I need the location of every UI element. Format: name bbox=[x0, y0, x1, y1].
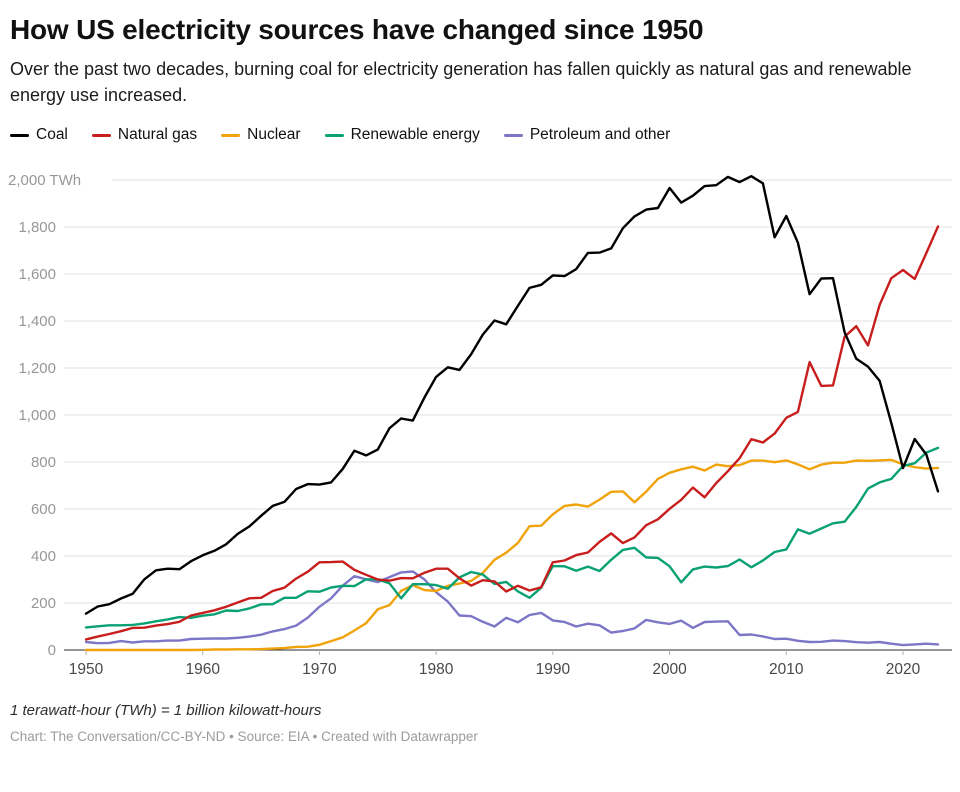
legend-item-renewable-energy: Renewable energy bbox=[324, 126, 480, 144]
y-axis-tick-label: 600 bbox=[31, 501, 56, 518]
legend-label: Renewable energy bbox=[350, 126, 480, 144]
legend-line-swatch-icon bbox=[221, 133, 241, 137]
legend-line-swatch-icon bbox=[10, 133, 29, 137]
y-axis-tick-label: 1,200 bbox=[18, 360, 56, 377]
x-axis-tick-label: 1990 bbox=[536, 661, 571, 678]
legend-label: Petroleum and other bbox=[529, 126, 671, 144]
y-axis-tick-label: 1,000 bbox=[18, 407, 56, 424]
x-axis-tick-label: 1960 bbox=[185, 661, 220, 678]
legend-label: Nuclear bbox=[247, 126, 301, 144]
x-axis-tick-label: 2000 bbox=[652, 661, 687, 678]
series-line-natural-gas bbox=[84, 225, 940, 641]
footnote: 1 terawatt-hour (TWh) = 1 billion kilowa… bbox=[10, 702, 322, 720]
legend-line-swatch-icon bbox=[324, 133, 344, 137]
chart-svg: 0 200 400 600 800 1,000 1,200 1,400 1,600 1,800 2,… bbox=[8, 172, 952, 678]
legend-item-coal: Coal bbox=[10, 126, 68, 144]
legend-line-swatch-icon bbox=[503, 133, 523, 137]
series-line-petroleum-and-other bbox=[84, 570, 940, 647]
x-axis-tick-label: 1980 bbox=[419, 661, 454, 678]
legend-item-nuclear: Nuclear bbox=[221, 126, 301, 144]
x-axis-tick-label: 2010 bbox=[769, 661, 804, 678]
series-line-coal bbox=[84, 175, 940, 616]
y-axis-tick-label: 2,000 TWh bbox=[8, 172, 81, 189]
series-line-renewable-energy bbox=[84, 447, 940, 629]
chart-card: How US electricity sources have changed … bbox=[0, 0, 960, 144]
chart-title: How US electricity sources have changed … bbox=[10, 14, 704, 45]
y-axis-tick-label: 0 bbox=[48, 642, 56, 659]
y-axis-tick-label: 200 bbox=[31, 595, 56, 612]
legend: Coal Natural gas Nuclear Renewable energy Pe… bbox=[10, 126, 948, 144]
y-axis-tick-label: 1,400 bbox=[18, 313, 56, 330]
y-axis-tick-label: 800 bbox=[31, 454, 56, 471]
legend-label: Natural gas bbox=[117, 126, 198, 144]
legend-item-natural-gas: Natural gas bbox=[91, 126, 198, 144]
y-axis-tick-label: 1,600 bbox=[18, 266, 56, 283]
legend-line-swatch-icon bbox=[91, 133, 111, 137]
x-axis-tick-label: 2020 bbox=[886, 661, 921, 678]
y-axis-tick-label: 400 bbox=[31, 548, 56, 565]
legend-label: Coal bbox=[36, 126, 68, 144]
y-axis-tick-label: 1,800 bbox=[18, 219, 56, 236]
chart-footer: 1 terawatt-hour (TWh) = 1 billion kilowa… bbox=[0, 702, 960, 744]
credit-line: Chart: The Conversation/CC-BY-ND • Sourc… bbox=[10, 729, 478, 745]
series-line-nuclear bbox=[84, 459, 940, 652]
chart-subtitle: Over the past two decades, burning coal … bbox=[10, 59, 912, 106]
x-axis-tick-label: 1950 bbox=[69, 661, 104, 678]
x-axis-tick-label: 1970 bbox=[302, 661, 337, 678]
legend-item-petroleum-and-other: Petroleum and other bbox=[503, 126, 671, 144]
